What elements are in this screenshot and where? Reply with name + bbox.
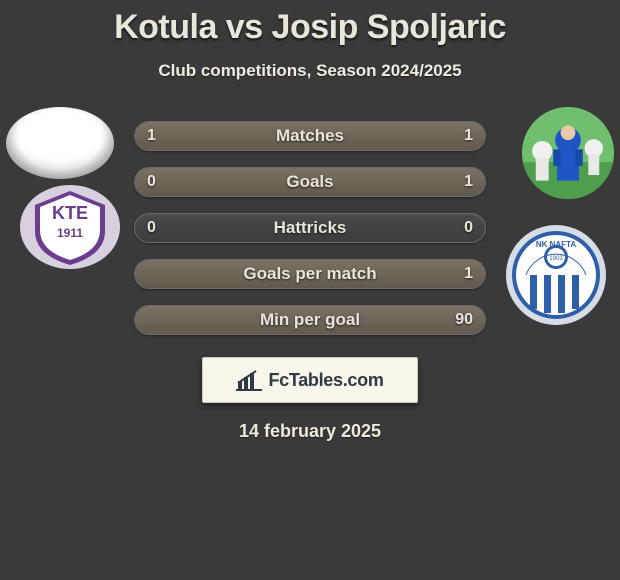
club-right-code: NK NAFTA [536, 240, 577, 249]
svg-text:1903: 1903 [549, 256, 563, 262]
stats-area: KTE 1911 1903 NK NAFTA Matches11 Goals01 H… [0, 107, 620, 347]
stat-row: Matches11 [134, 121, 486, 151]
stat-row: Min per goal90 [134, 305, 486, 335]
page-title: Kotula vs Josip Spoljaric [0, 0, 620, 47]
stat-value-right: 0 [464, 214, 473, 242]
kte-shield-icon: KTE 1911 [20, 185, 120, 270]
player-right-avatar-graphic [522, 107, 614, 199]
player-left-avatar [6, 107, 114, 179]
player-right-avatar [522, 107, 614, 199]
club-right-logo: 1903 NK NAFTA [506, 225, 606, 325]
bar-fill-right [310, 122, 485, 150]
nafta-badge-icon: 1903 NK NAFTA [506, 225, 606, 325]
bar-fill-right [135, 260, 485, 288]
stat-bars: Matches11 Goals01 Hattricks0 0 Goals per mat… [134, 121, 486, 351]
stat-row: Hattricks0 0 [134, 213, 486, 243]
club-left-code: KTE [52, 203, 88, 223]
stat-value-left: 0 [147, 214, 156, 242]
date-text: 14 february 2025 [0, 421, 620, 442]
club-left-year: 1911 [57, 226, 83, 240]
bar-chart-icon [236, 369, 262, 391]
bar-fill-left [135, 122, 310, 150]
bar-fill-right [135, 306, 485, 334]
stat-label: Hattricks [135, 214, 485, 242]
branding-badge: FcTables.com [202, 357, 418, 403]
branding-text: FcTables.com [268, 370, 383, 391]
bar-fill-right [135, 168, 485, 196]
stat-row: Goals per match1 [134, 259, 486, 289]
club-left-logo: KTE 1911 [20, 185, 120, 270]
stat-row: Goals01 [134, 167, 486, 197]
subtitle: Club competitions, Season 2024/2025 [0, 61, 620, 81]
